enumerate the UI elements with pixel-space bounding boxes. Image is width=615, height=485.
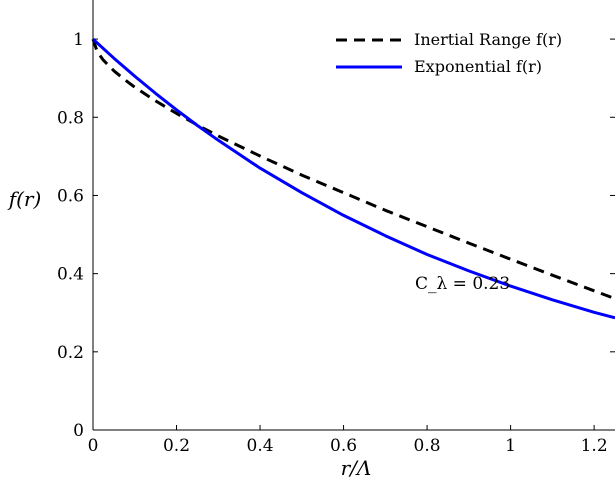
series-layer (91, 37, 615, 320)
legend-label-exponential: Exponential f(r) (414, 57, 542, 76)
x-tick-label: 1.2 (581, 436, 608, 456)
x-tick-label: 0.2 (163, 436, 190, 456)
plot-area (93, 0, 615, 430)
tick-labels: 0 0.2 0.4 0.6 0.8 1 1.2 0 0.2 0.4 0.6 0.8 1 (57, 30, 608, 456)
x-tick-label: 0 (88, 436, 99, 456)
y-tick-label: 0 (73, 421, 84, 441)
x-tick-label: 0.6 (330, 436, 357, 456)
legend-label-inertial: Inertial Range f(r) (414, 30, 562, 49)
series-line-exponential (91, 37, 615, 320)
legend: Inertial Range f(r) Exponential f(r) (336, 30, 562, 76)
x-tick-label: 1 (505, 436, 516, 456)
x-tick-label: 0.8 (414, 436, 441, 456)
series-line-inertial-range (91, 38, 615, 301)
annotation-c-lambda: C_λ = 0.23 (415, 274, 510, 294)
x-axis-label: r/Λ (341, 456, 372, 480)
y-tick-label: 0.4 (57, 265, 84, 285)
y-tick-label: 0.2 (57, 343, 84, 363)
y-tick-label: 0.8 (57, 108, 84, 128)
y-tick-label: 1 (73, 30, 84, 50)
x-tick-label: 0.4 (247, 436, 274, 456)
y-tick-label: 0.6 (57, 186, 84, 206)
y-axis-label: f(r) (7, 187, 42, 211)
